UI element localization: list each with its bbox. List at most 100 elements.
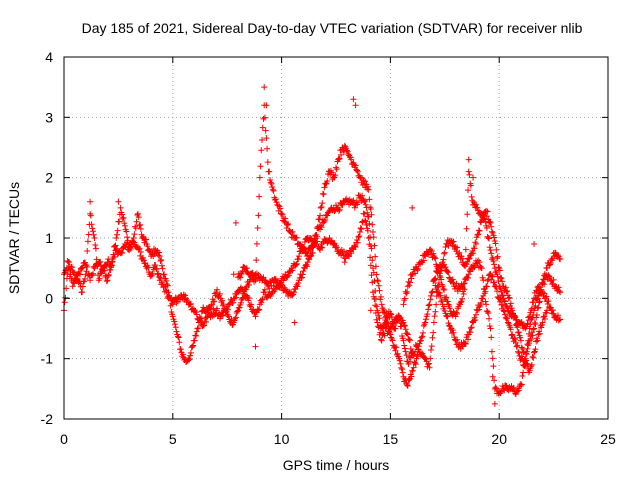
data-marker [532, 303, 539, 310]
data-marker [426, 301, 433, 308]
data-marker [468, 193, 475, 200]
data-marker [341, 142, 348, 149]
data-marker [103, 278, 110, 285]
outlier-marker [409, 204, 416, 211]
data-marker [508, 332, 515, 339]
outlier-marker [115, 198, 122, 205]
data-marker [486, 244, 493, 251]
data-marker [504, 315, 511, 322]
data-marker [403, 290, 410, 297]
data-marker [123, 228, 130, 235]
data-marker [549, 307, 556, 314]
data-marker [519, 373, 526, 380]
data-marker [456, 249, 463, 256]
data-marker [468, 250, 475, 257]
data-marker [381, 320, 388, 327]
data-marker [92, 245, 99, 252]
data-marker [515, 387, 522, 394]
data-marker [515, 329, 522, 336]
outlier-marker [291, 319, 298, 326]
data-marker [404, 330, 411, 337]
data-marker [293, 260, 300, 267]
data-marker [282, 215, 289, 222]
data-marker [495, 278, 502, 285]
data-marker [452, 337, 459, 344]
data-marker [464, 258, 471, 265]
data-marker [476, 259, 483, 266]
data-marker [366, 241, 373, 248]
data-marker [462, 263, 469, 270]
data-marker [504, 304, 511, 311]
data-marker [368, 272, 375, 279]
data-marker [378, 301, 385, 308]
data-marker [485, 276, 492, 283]
data-marker [430, 319, 437, 326]
data-marker [436, 289, 443, 296]
data-marker [357, 194, 364, 201]
data-marker [425, 360, 432, 367]
data-marker [378, 337, 385, 344]
data-marker [497, 274, 504, 281]
data-marker [314, 223, 321, 230]
data-marker [375, 278, 382, 285]
data-marker [449, 242, 456, 249]
data-marker [406, 282, 413, 289]
data-marker [112, 242, 119, 249]
y-tick-label: 4 [45, 49, 53, 65]
data-marker [163, 289, 170, 296]
data-marker [428, 248, 435, 255]
data-marker [500, 307, 507, 314]
data-marker [134, 210, 141, 217]
data-marker [191, 337, 198, 344]
data-marker [406, 358, 413, 365]
data-marker [251, 278, 258, 285]
data-marker [219, 312, 226, 319]
data-marker [491, 265, 498, 272]
data-marker [557, 316, 564, 323]
data-marker [374, 319, 381, 326]
data-marker [187, 300, 194, 307]
data-marker [107, 266, 114, 273]
data-marker [210, 306, 217, 313]
data-marker [401, 322, 408, 329]
data-marker [443, 312, 450, 319]
data-marker [461, 280, 468, 287]
data-marker [417, 338, 424, 345]
data-marker [401, 322, 408, 329]
data-marker [400, 301, 407, 308]
data-marker [465, 336, 472, 343]
data-marker [491, 279, 498, 286]
outlier-marker [352, 102, 359, 109]
data-marker [84, 263, 91, 270]
data-marker [124, 234, 131, 241]
data-marker [523, 348, 530, 355]
data-marker [459, 255, 466, 262]
data-marker [428, 343, 435, 350]
data-marker [348, 156, 355, 163]
data-marker [130, 235, 137, 241]
data-marker [105, 271, 112, 278]
data-marker [131, 239, 138, 246]
data-marker [443, 268, 450, 275]
data-marker [242, 265, 249, 272]
data-marker [181, 295, 188, 302]
data-marker [88, 221, 95, 228]
data-marker [362, 201, 369, 208]
data-marker [554, 312, 561, 319]
data-marker [367, 254, 374, 261]
data-marker [295, 256, 302, 263]
data-marker [258, 147, 265, 154]
data-marker [401, 295, 408, 302]
data-marker [512, 339, 519, 346]
data-marker [369, 228, 376, 235]
data-marker [90, 231, 97, 238]
data-marker [544, 307, 551, 314]
data-marker [368, 211, 375, 218]
data-marker [87, 212, 94, 219]
data-marker [333, 164, 339, 171]
data-marker [161, 271, 168, 278]
data-marker [471, 245, 478, 252]
data-marker [102, 274, 109, 281]
data-marker [366, 196, 373, 203]
data-marker [487, 247, 494, 254]
